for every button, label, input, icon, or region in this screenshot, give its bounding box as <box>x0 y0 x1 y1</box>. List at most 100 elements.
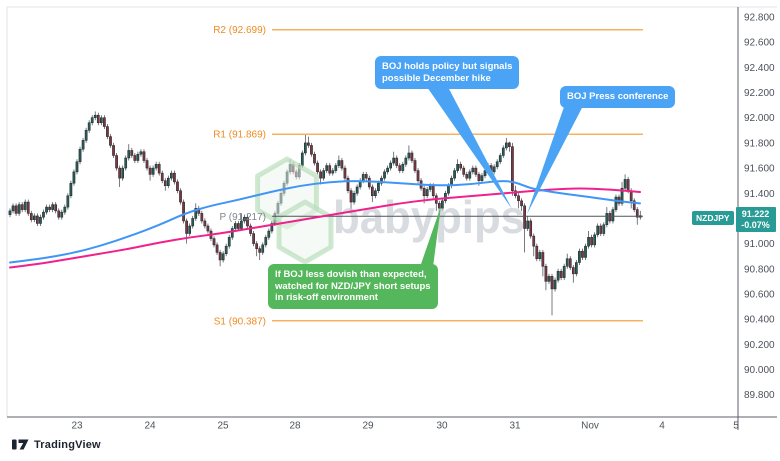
candle <box>501 147 505 156</box>
candle <box>590 237 593 246</box>
candle <box>121 167 125 179</box>
time-tick-label: 25 <box>217 421 229 432</box>
candle <box>200 213 204 222</box>
candle <box>602 224 606 234</box>
candle <box>115 155 118 169</box>
candle <box>90 117 94 124</box>
candle <box>33 215 36 220</box>
candle <box>173 172 176 183</box>
candle <box>243 216 246 222</box>
candle <box>401 164 405 171</box>
candle <box>188 225 192 234</box>
candle <box>596 225 600 236</box>
candle <box>106 126 109 137</box>
level-label: R2 (92.699) <box>213 25 266 36</box>
candle <box>520 200 523 207</box>
candle <box>355 186 359 194</box>
time-tick-label: 31 <box>509 421 521 432</box>
candle <box>258 248 262 253</box>
candle <box>54 204 58 212</box>
candle <box>349 190 353 203</box>
candle <box>413 160 417 171</box>
price-tick-label: 91.400 <box>744 189 775 200</box>
annotation-boj-less-dovish[interactable]: If BOJ less dovish than expected, watche… <box>268 264 438 309</box>
level-label: P (91.217) <box>219 212 266 223</box>
last-price-change: -0.07% <box>741 219 770 230</box>
candle <box>249 225 252 234</box>
candle <box>57 210 61 218</box>
candle <box>96 114 100 124</box>
candle <box>109 136 112 146</box>
candle <box>635 209 639 218</box>
candle <box>562 266 566 278</box>
candle <box>136 153 140 161</box>
annotation-text-line: If BOJ less dovish than expected, <box>275 269 427 280</box>
callout-tail-boj-press <box>527 104 584 214</box>
callout-tail-boj-dovish <box>420 206 441 267</box>
candle <box>374 190 377 197</box>
candle <box>87 122 91 131</box>
candle <box>17 204 21 214</box>
candle <box>398 165 402 171</box>
price-tick-label: 90.200 <box>744 340 775 351</box>
time-tick-label: 4 <box>659 421 665 432</box>
tradingview-logo-icon <box>12 439 29 450</box>
candle <box>605 213 609 225</box>
annotation-boj-press-conference[interactable]: BOJ Press conference <box>560 86 676 108</box>
price-tick-label: 91.600 <box>744 164 775 175</box>
candle <box>29 213 33 220</box>
candle <box>215 244 219 253</box>
candle <box>331 170 335 174</box>
candle <box>556 271 560 281</box>
annotation-text-line: BOJ Press conference <box>567 91 669 102</box>
candle <box>343 167 347 179</box>
price-tick-label: 91.800 <box>744 138 775 149</box>
price-tick-label: 91.000 <box>744 239 775 250</box>
candle <box>69 182 73 197</box>
candle <box>163 180 167 186</box>
candle <box>42 211 45 218</box>
candle <box>170 172 173 179</box>
tradingview-label: TradingView <box>34 438 101 451</box>
candle <box>319 171 322 179</box>
candle <box>300 152 304 166</box>
candle <box>139 151 143 155</box>
candle <box>623 179 627 189</box>
candle <box>410 152 414 161</box>
candle <box>124 157 128 169</box>
candle <box>568 258 572 268</box>
annotation-text-line: in risk-off environment <box>275 292 378 303</box>
price-tick-label: 89.800 <box>744 390 775 401</box>
candle <box>127 150 131 159</box>
candle <box>93 114 97 118</box>
candle <box>492 166 496 173</box>
candle <box>550 276 554 290</box>
candle <box>523 205 526 229</box>
candle <box>310 145 313 155</box>
last-price-flag[interactable]: NZDJPY 91.222 -0.07% <box>692 207 776 232</box>
time-tick-label: 29 <box>362 421 374 432</box>
candle <box>160 172 164 181</box>
candle <box>72 171 76 184</box>
candle <box>261 244 265 253</box>
watermark-hexagon <box>276 199 334 265</box>
candle <box>182 201 185 222</box>
candle <box>23 201 27 210</box>
candle <box>224 245 228 254</box>
candle <box>84 130 88 141</box>
tradingview-attribution[interactable]: TradingView <box>12 438 101 451</box>
candle <box>389 162 392 169</box>
last-price-box: 91.222 -0.07% <box>735 207 776 232</box>
candle <box>364 174 368 179</box>
candle <box>392 157 396 164</box>
candle <box>504 142 508 149</box>
candle <box>66 195 70 208</box>
candle <box>380 177 383 184</box>
candle <box>425 189 429 197</box>
candle <box>166 177 170 186</box>
candle <box>218 252 222 261</box>
candle <box>221 253 225 261</box>
annotation-boj-holds-policy[interactable]: BOJ holds policy but signals possible De… <box>375 56 520 89</box>
